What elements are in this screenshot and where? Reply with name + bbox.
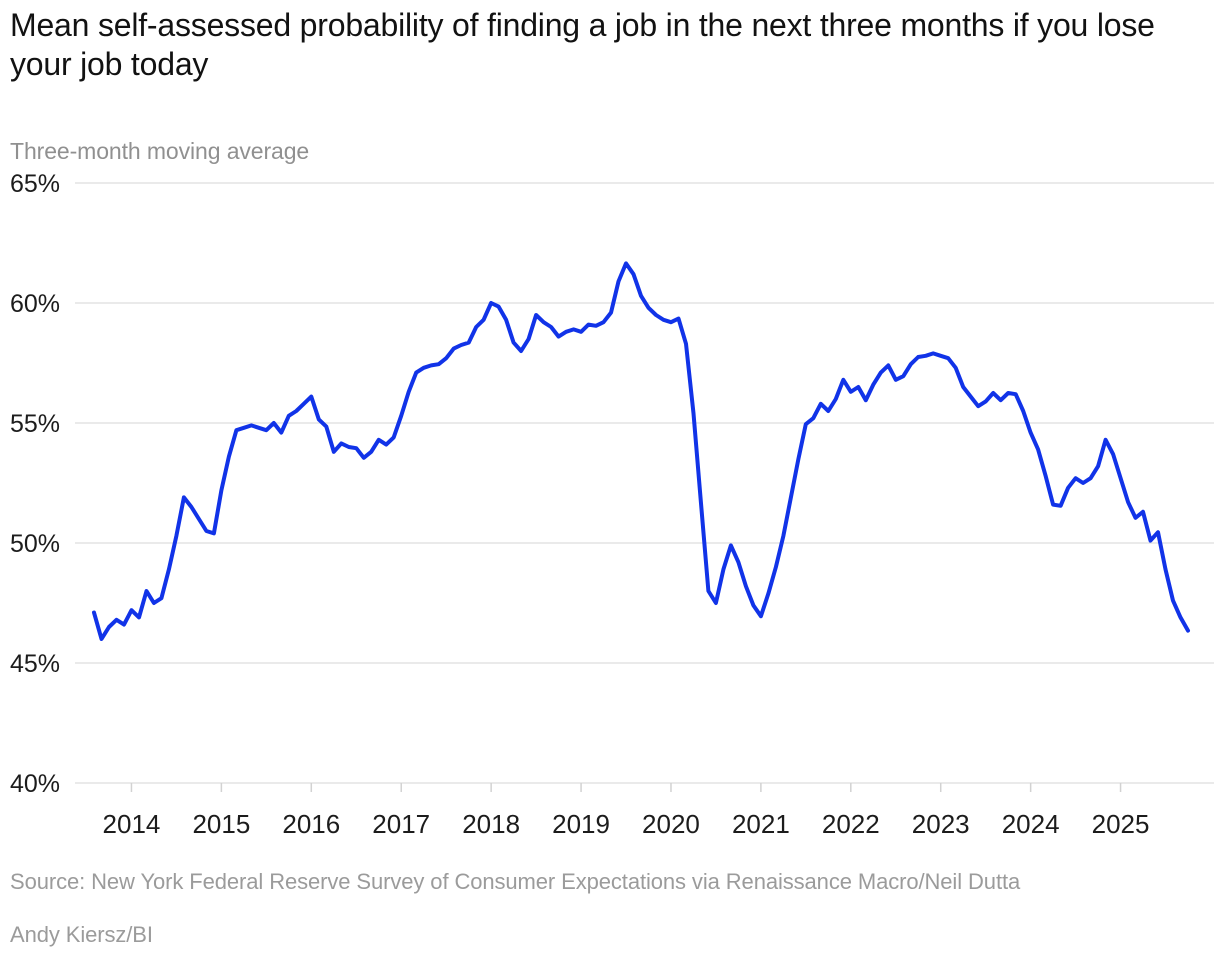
y-axis-label-60: 60% [10, 290, 60, 318]
y-axis-label-45: 45% [10, 650, 60, 678]
data-line-job-finding-probability [92, 261, 1190, 641]
x-axis-label-2016: 2016 [282, 809, 340, 839]
x-axis-label-2023: 2023 [912, 809, 970, 839]
x-axis-label-2021: 2021 [732, 809, 790, 839]
x-axis-label-2017: 2017 [372, 809, 430, 839]
chart-title: Mean self-assessed probability of findin… [10, 7, 1155, 82]
x-axis-label-2025: 2025 [1092, 809, 1150, 839]
line-chart-plot: 65% 60% 55% 50% 45% 40% 2014 2015 2016 2017 2018 20… [10, 170, 1214, 839]
x-axis-label-2014: 2014 [103, 809, 161, 839]
x-axis-label-2024: 2024 [1002, 809, 1060, 839]
author-byline: Andy Kiersz/BI [10, 922, 153, 947]
y-axis-label-50: 50% [10, 530, 60, 558]
x-axis-label-2022: 2022 [822, 809, 880, 839]
y-axis-label-55: 55% [10, 410, 60, 438]
source-attribution: Source: New York Federal Reserve Survey … [10, 869, 1021, 894]
y-axis-label-40: 40% [10, 770, 60, 798]
chart-subtitle: Three-month moving average [10, 138, 310, 164]
y-axis-label-65: 65% [10, 170, 60, 198]
x-axis-label-2020: 2020 [642, 809, 700, 839]
x-axis-label-2019: 2019 [552, 809, 610, 839]
x-axis-label-2018: 2018 [462, 809, 520, 839]
x-axis-label-2015: 2015 [192, 809, 250, 839]
